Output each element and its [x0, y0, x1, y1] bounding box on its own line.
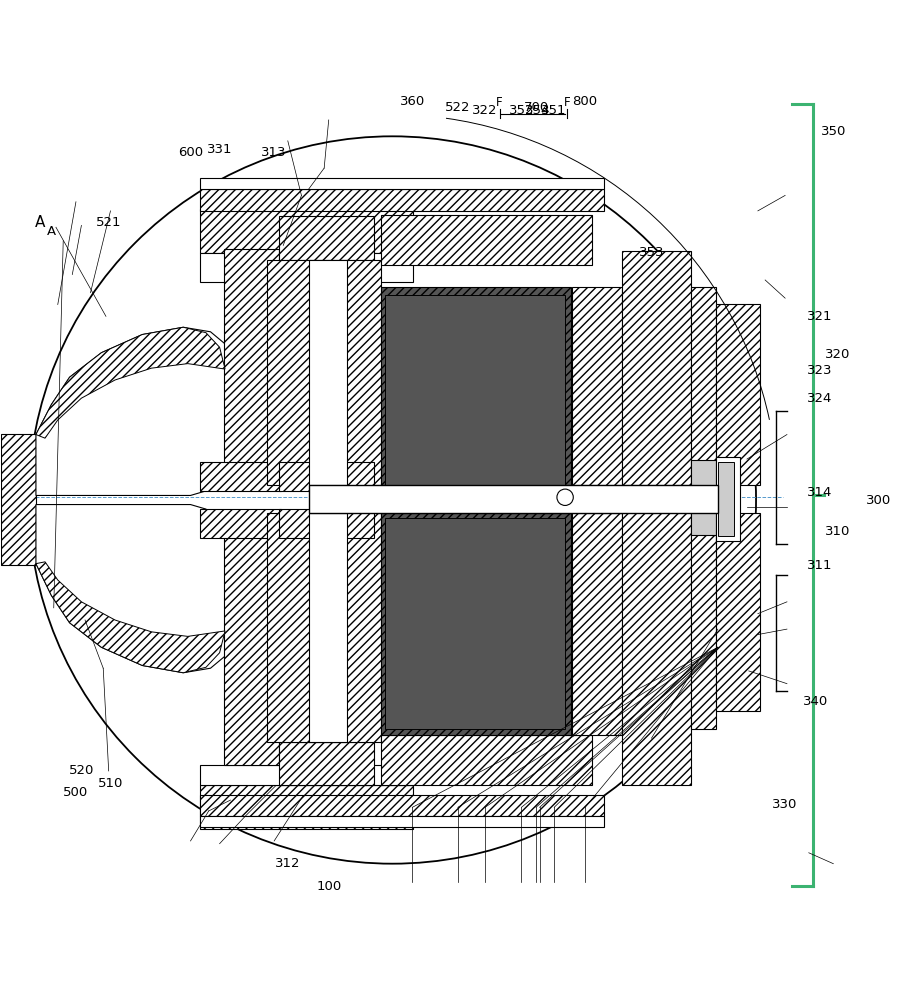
- Text: 313: 313: [261, 146, 287, 159]
- Bar: [572, 513, 621, 735]
- Bar: [690, 460, 715, 535]
- Text: 321: 321: [806, 310, 832, 323]
- Text: 352: 352: [508, 104, 534, 117]
- Bar: [267, 260, 380, 485]
- Bar: [715, 304, 759, 485]
- Polygon shape: [36, 505, 236, 673]
- Bar: [572, 287, 621, 485]
- Text: 700: 700: [523, 101, 548, 114]
- Bar: [267, 513, 380, 742]
- Bar: [224, 249, 279, 478]
- Bar: [308, 513, 346, 742]
- Bar: [2, 434, 36, 565]
- Text: 800: 800: [572, 95, 597, 108]
- Bar: [200, 785, 413, 829]
- Text: 350: 350: [820, 125, 845, 138]
- Text: A: A: [35, 215, 45, 230]
- Bar: [621, 251, 690, 485]
- Text: 351: 351: [541, 104, 567, 117]
- Polygon shape: [36, 327, 236, 495]
- Bar: [200, 253, 413, 282]
- Bar: [715, 457, 739, 541]
- Text: 360: 360: [399, 95, 425, 108]
- Polygon shape: [36, 327, 225, 438]
- Bar: [715, 513, 759, 711]
- Text: 330: 330: [772, 798, 797, 811]
- Bar: [200, 816, 604, 827]
- Text: 311: 311: [806, 559, 832, 572]
- Text: 331: 331: [207, 143, 232, 156]
- Text: 320: 320: [824, 348, 850, 361]
- Text: 314: 314: [806, 486, 832, 499]
- Text: F: F: [496, 96, 502, 109]
- Bar: [200, 795, 604, 816]
- Bar: [279, 509, 374, 538]
- Bar: [690, 287, 715, 485]
- Bar: [200, 178, 604, 189]
- Bar: [384, 518, 565, 729]
- Bar: [381, 735, 592, 785]
- Bar: [308, 260, 346, 485]
- Text: 340: 340: [802, 695, 827, 708]
- Bar: [384, 295, 565, 485]
- Bar: [717, 462, 733, 536]
- Bar: [200, 765, 413, 785]
- Bar: [200, 209, 413, 253]
- Bar: [308, 485, 717, 513]
- Bar: [381, 513, 570, 735]
- Text: 522: 522: [445, 101, 470, 114]
- Bar: [381, 287, 570, 485]
- Bar: [279, 216, 374, 260]
- Text: A: A: [46, 225, 56, 238]
- Bar: [279, 462, 374, 491]
- Text: 521: 521: [96, 216, 121, 229]
- Bar: [200, 509, 281, 538]
- Bar: [621, 505, 690, 785]
- Text: 500: 500: [63, 786, 88, 799]
- Text: 300: 300: [865, 493, 890, 506]
- Text: 323: 323: [806, 364, 832, 377]
- Text: 520: 520: [68, 764, 94, 777]
- Text: 353: 353: [638, 246, 663, 259]
- Text: 510: 510: [97, 777, 123, 790]
- Bar: [200, 462, 281, 491]
- Text: 312: 312: [275, 857, 301, 870]
- Text: 600: 600: [178, 146, 203, 159]
- Bar: [690, 511, 715, 729]
- Text: 310: 310: [824, 525, 850, 538]
- Bar: [381, 215, 592, 265]
- Text: F: F: [563, 96, 569, 109]
- Text: 100: 100: [316, 880, 341, 893]
- Bar: [279, 742, 374, 785]
- Bar: [224, 522, 279, 765]
- Bar: [200, 189, 604, 211]
- Text: 324: 324: [806, 392, 832, 405]
- Text: 322: 322: [472, 104, 497, 117]
- Text: 354: 354: [525, 104, 550, 117]
- Polygon shape: [36, 562, 225, 673]
